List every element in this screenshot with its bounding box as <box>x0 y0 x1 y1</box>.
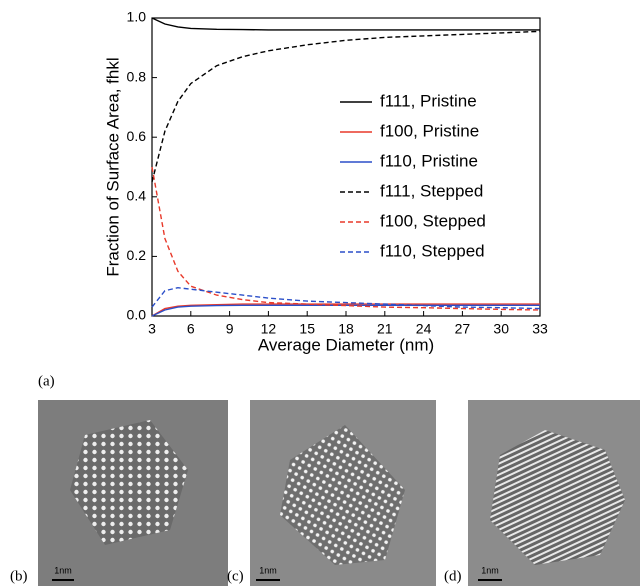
scale-bar-label: 1nm <box>54 565 72 575</box>
series-line <box>151 17 540 31</box>
legend-label: f111, Stepped <box>380 181 483 200</box>
scale-bar-label: 1nm <box>481 565 499 575</box>
x-tick-label: 27 <box>455 321 471 337</box>
panel-label: (b) <box>10 568 28 584</box>
x-tick-label: 9 <box>226 321 234 337</box>
series-line <box>151 303 540 317</box>
scale-bar-label: 1nm <box>259 565 277 575</box>
x-tick-label: 12 <box>261 321 277 337</box>
x-tick-label: 30 <box>493 321 509 337</box>
plot-frame <box>151 17 541 317</box>
series-line <box>151 286 541 310</box>
micrograph <box>468 400 640 586</box>
y-tick-label: 0.6 <box>127 128 147 144</box>
panel-label: (c) <box>227 568 244 584</box>
y-axis-label: Fraction of Surface Area, fhkl <box>103 57 122 276</box>
x-tick-label: 3 <box>148 321 156 337</box>
legend-label: f100, Pristine <box>380 121 479 140</box>
x-tick-label: 21 <box>377 321 393 337</box>
x-tick-label: 18 <box>338 321 354 337</box>
y-tick-label: 0.8 <box>127 68 147 84</box>
legend-label: f110, Pristine <box>380 151 478 170</box>
y-tick-label: 0.0 <box>127 307 147 323</box>
series-line <box>151 166 541 311</box>
legend-label: f110, Stepped <box>380 241 485 260</box>
panel-label: (d) <box>444 568 462 584</box>
micrograph <box>250 400 436 586</box>
series-line <box>151 30 541 183</box>
legend-label: f100, Stepped <box>380 211 486 230</box>
micrograph <box>38 400 228 586</box>
x-tick-label: 24 <box>416 321 432 337</box>
y-tick-label: 1.0 <box>127 9 147 25</box>
x-tick-label: 33 <box>532 321 548 337</box>
y-tick-label: 0.4 <box>127 188 147 204</box>
x-axis-label: Average Diameter (nm) <box>258 335 434 354</box>
legend-label: f111, Pristine <box>380 91 477 110</box>
panel-label: (a) <box>38 373 55 389</box>
series-line <box>151 304 540 317</box>
x-tick-label: 6 <box>187 321 195 337</box>
y-tick-label: 0.2 <box>127 247 147 263</box>
chart: 3 6 9 12 15 18 21 24 27 30 33 0.0 0.2 0.4 0.6 0.8 1.0 Ave… <box>103 9 548 355</box>
x-tick-label: 15 <box>299 321 315 337</box>
